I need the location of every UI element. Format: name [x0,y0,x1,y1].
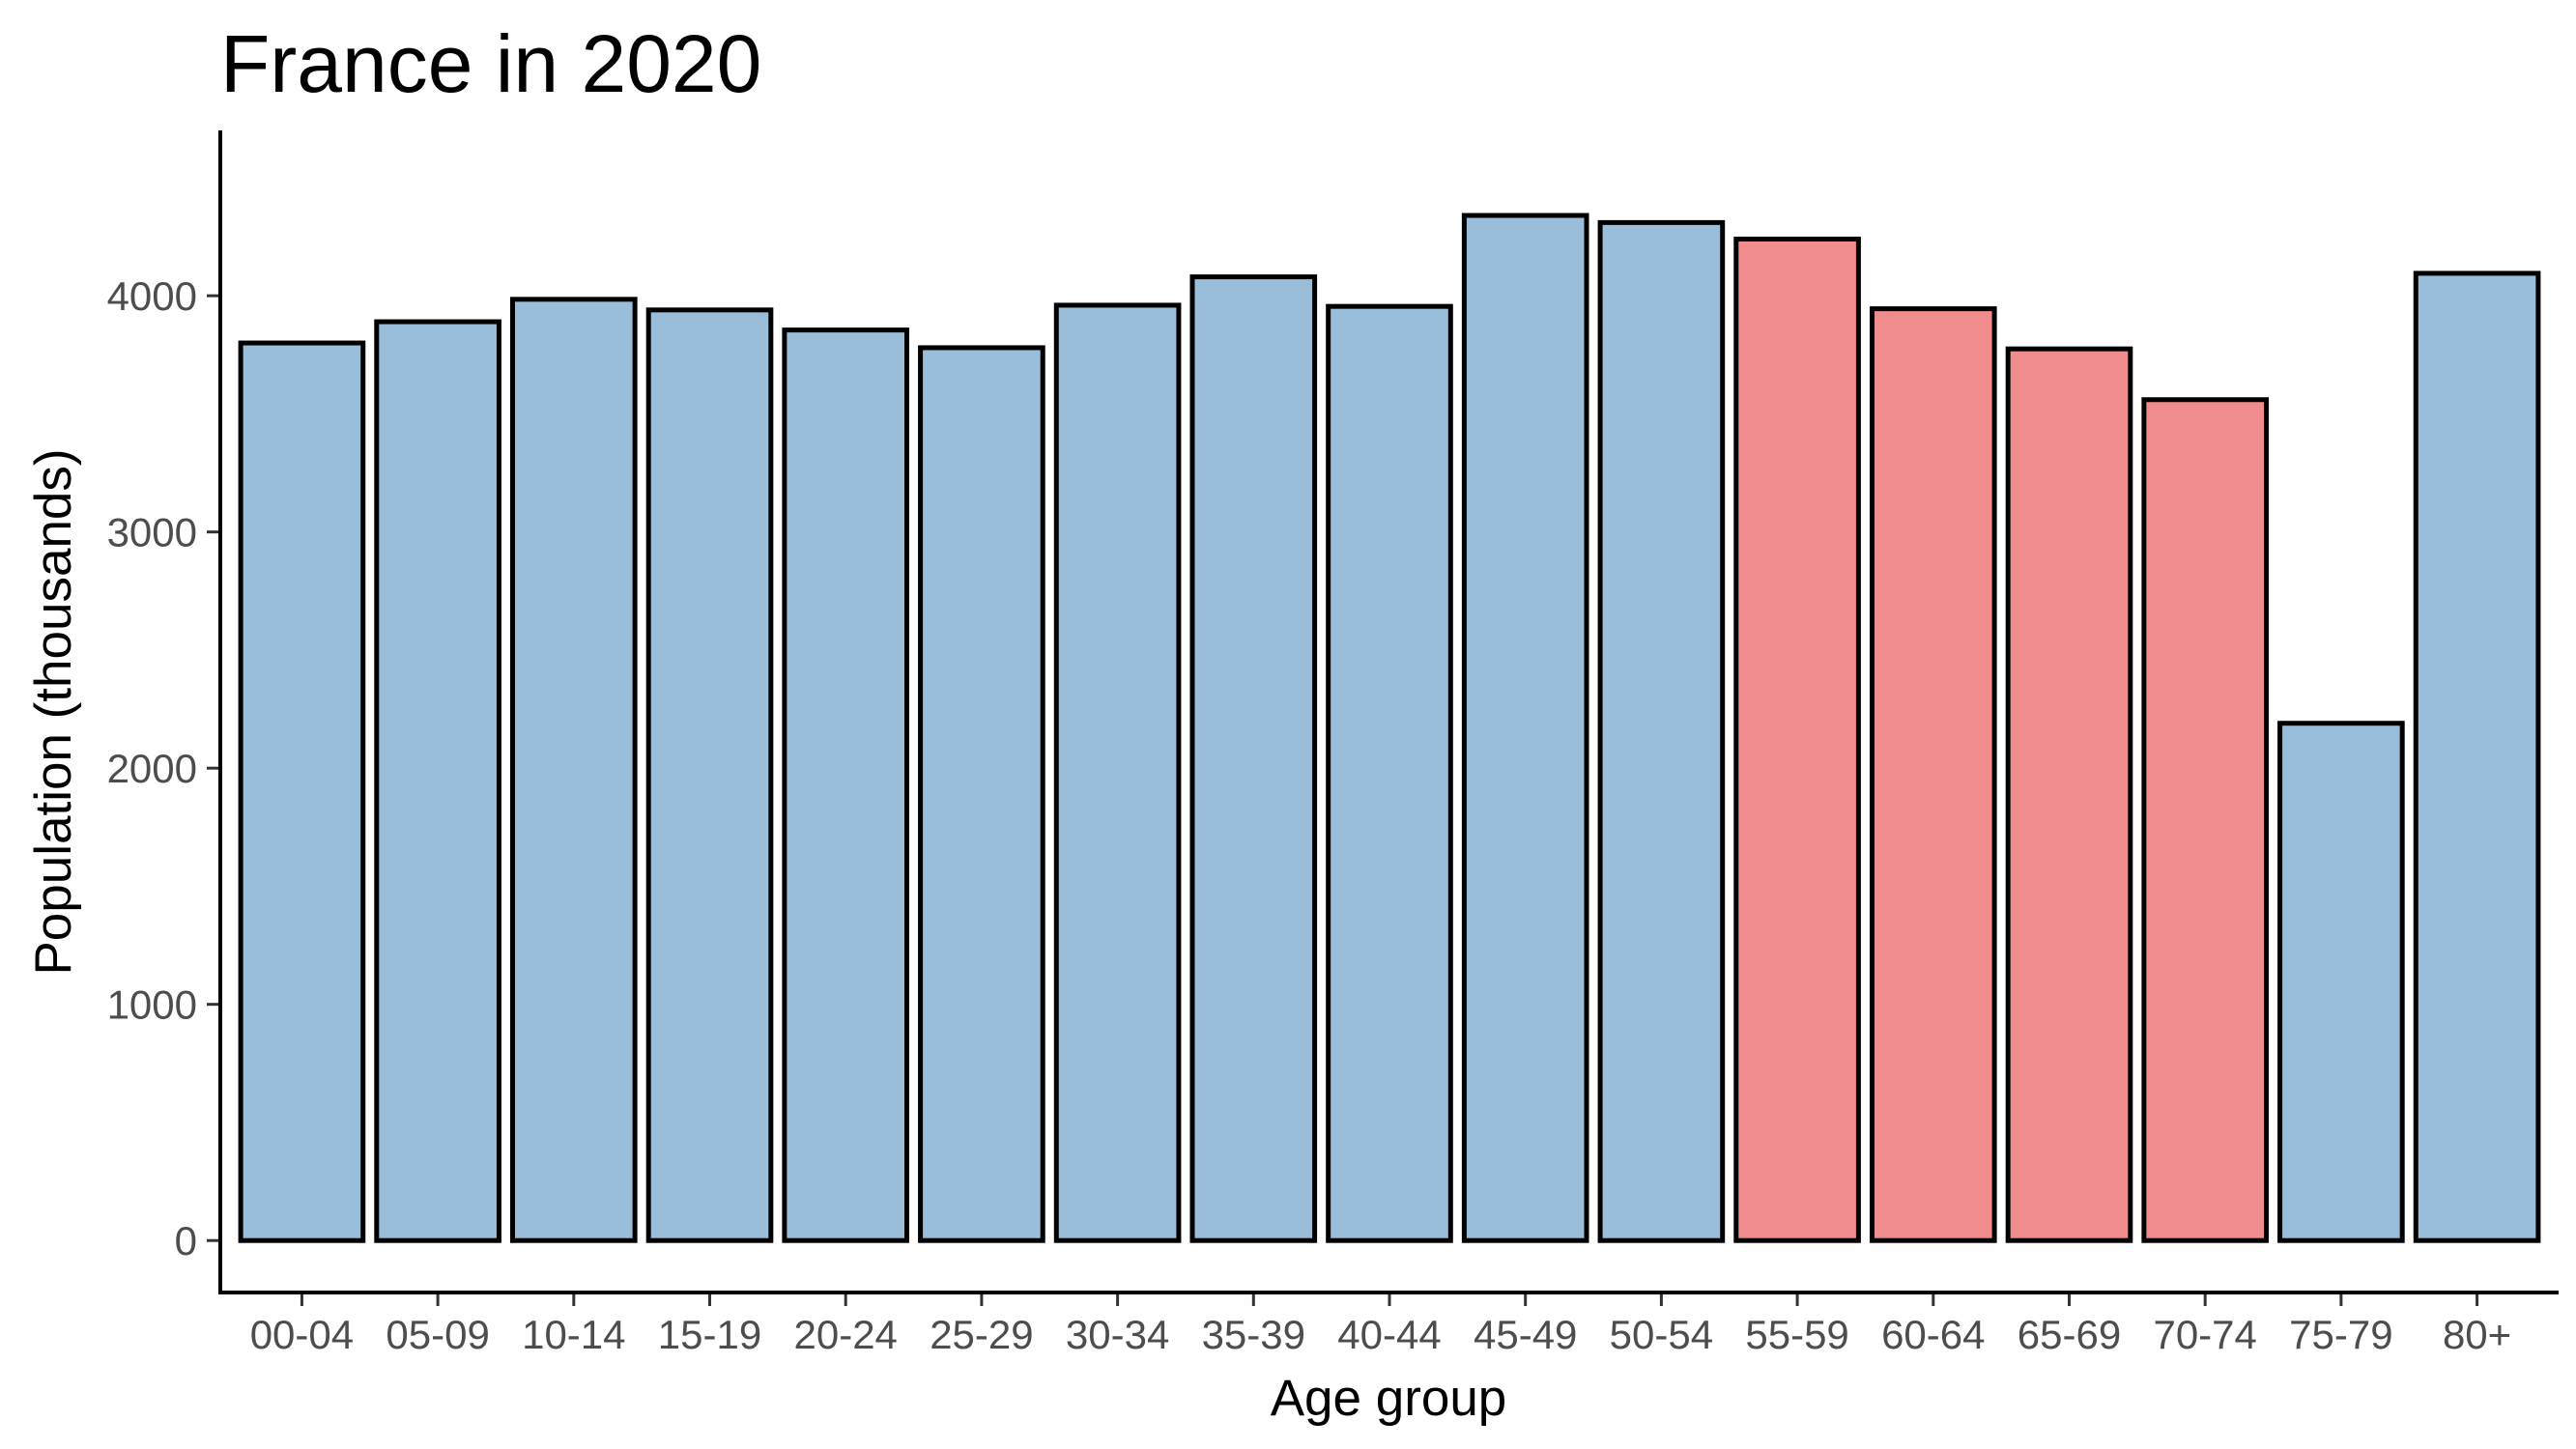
bar-50-54 [1597,219,1726,1243]
bar-15-19 [645,307,774,1243]
x-axis-ticks: 00-04 05-09 10-14 15-19 20-24 25-29 30-34 35-39… [250,1294,2511,1357]
x-tick-label: 50-54 [1610,1312,1713,1357]
x-tick-label: 65-69 [2018,1312,2121,1357]
x-tick-label: 60-64 [1881,1312,1985,1357]
x-tick-label: 20-24 [793,1312,897,1357]
bars-layer [238,213,2541,1243]
x-tick-label: 10-14 [522,1312,625,1357]
x-tick-label: 55-59 [1745,1312,1848,1357]
x-tick-label: 15-19 [658,1312,761,1357]
x-tick-label: 45-49 [1474,1312,1577,1357]
bar-30-34 [1053,302,1182,1243]
y-tick-label: 0 [175,1218,197,1264]
x-tick-label: 25-29 [930,1312,1033,1357]
bar-80+ [2413,270,2541,1243]
y-tick-label: 4000 [107,273,197,319]
y-tick-label: 3000 [107,510,197,555]
bar-25-29 [918,345,1045,1243]
x-tick-label: 30-34 [1066,1312,1169,1357]
x-tick-label: 80+ [2443,1312,2511,1357]
bar-55-59 [1733,236,1861,1243]
x-axis-title: Age group [1271,1370,1507,1427]
y-tick-label: 1000 [107,982,197,1028]
x-tick-label: 70-74 [2153,1312,2256,1357]
bar-00-04 [238,340,366,1243]
bar-10-14 [510,297,638,1243]
x-tick-label: 05-09 [386,1312,489,1357]
chart-title: France in 2020 [220,18,761,109]
bar-45-49 [1461,213,1589,1243]
x-tick-label: 35-39 [1202,1312,1305,1357]
y-tick-label: 2000 [107,746,197,791]
y-axis-ticks: 0 1000 2000 3000 4000 [107,273,218,1264]
bar-35-39 [1189,274,1318,1243]
bar-70-74 [2141,397,2269,1243]
bar-05-09 [374,319,501,1243]
bar-20-24 [782,327,910,1243]
x-tick-label: 75-79 [2289,1312,2392,1357]
bar-75-79 [2277,721,2405,1243]
bar-40-44 [1326,303,1453,1243]
y-axis-title: Population (thousands) [25,448,82,975]
x-tick-label: 40-44 [1337,1312,1441,1357]
bar-65-69 [2005,346,2133,1243]
x-tick-label: 00-04 [250,1312,354,1357]
bar-60-64 [1869,306,1997,1243]
